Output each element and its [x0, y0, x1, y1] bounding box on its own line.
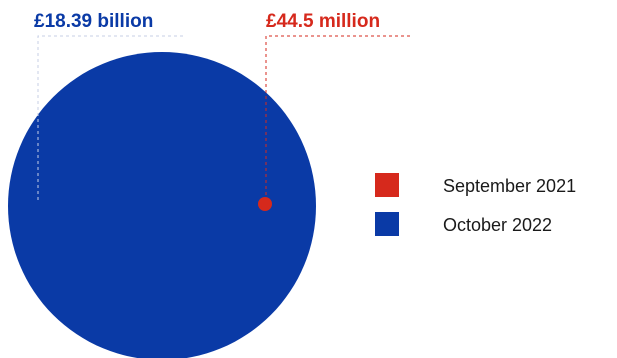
legend-swatch-october-2022 [375, 212, 399, 236]
bubble-september-2021 [258, 197, 272, 211]
data-label-october-2022: £18.39 billion [34, 11, 153, 32]
legend-swatch-september-2021 [375, 173, 399, 197]
legend: September 2021 October 2022 [375, 173, 576, 236]
callout-leader-october-2022 [37, 35, 183, 200]
legend-label-october-2022: October 2022 [443, 215, 552, 235]
bubble-october-2022 [8, 52, 316, 358]
callout-leader-september-2021 [265, 35, 410, 196]
data-label-september-2021: £44.5 million [266, 11, 380, 32]
legend-label-september-2021: September 2021 [443, 176, 576, 196]
